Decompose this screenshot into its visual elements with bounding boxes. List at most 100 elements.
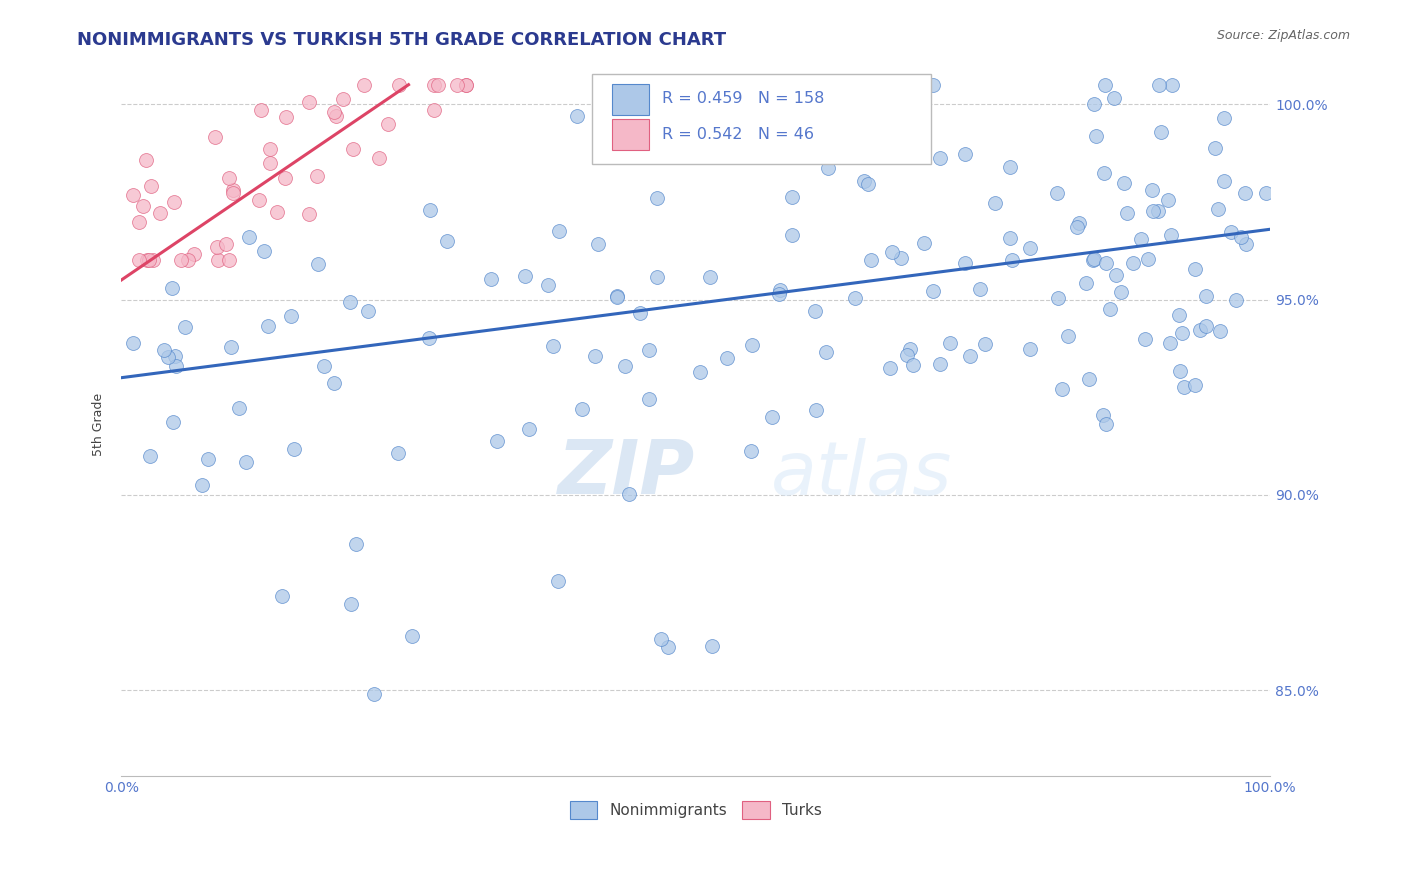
Point <box>446 78 468 92</box>
Point <box>939 335 962 350</box>
Point <box>259 142 281 156</box>
Point <box>929 152 952 166</box>
Point <box>645 270 668 285</box>
Point <box>1116 205 1139 219</box>
Point <box>170 253 193 268</box>
Point <box>1095 417 1118 432</box>
Point <box>454 78 477 92</box>
Point <box>1142 183 1164 197</box>
Point <box>1092 165 1115 179</box>
Point <box>1188 323 1211 337</box>
Point <box>1085 128 1108 143</box>
Point <box>1046 186 1069 200</box>
Point <box>606 290 628 304</box>
Point <box>163 195 186 210</box>
Point <box>266 205 288 219</box>
Point <box>307 257 329 271</box>
Point <box>1147 203 1170 218</box>
Point <box>128 253 150 268</box>
Point <box>1047 292 1070 306</box>
Point <box>898 342 921 356</box>
Point <box>879 361 901 376</box>
FancyBboxPatch shape <box>592 74 931 164</box>
Point <box>1159 335 1181 350</box>
Point <box>922 285 945 299</box>
Point <box>921 78 943 92</box>
Point <box>128 214 150 228</box>
Point <box>628 306 651 320</box>
Point <box>426 78 449 92</box>
Point <box>1160 78 1182 92</box>
Point <box>323 376 346 391</box>
Point <box>377 117 399 131</box>
Point <box>1156 194 1178 208</box>
Point <box>548 224 571 238</box>
Point <box>142 253 165 268</box>
Point <box>955 256 977 270</box>
Point <box>1019 242 1042 256</box>
Point <box>271 590 294 604</box>
Point <box>332 92 354 106</box>
Point <box>215 237 238 252</box>
Point <box>1130 232 1153 246</box>
Text: Source: ZipAtlas.com: Source: ZipAtlas.com <box>1216 29 1350 42</box>
Point <box>1234 236 1257 251</box>
Point <box>617 487 640 501</box>
Point <box>387 446 409 460</box>
Point <box>479 272 502 286</box>
Point <box>204 130 226 145</box>
Point <box>419 203 441 218</box>
Point <box>547 574 569 588</box>
Point <box>132 199 155 213</box>
Point <box>191 478 214 492</box>
Bar <box>612 119 648 151</box>
Point <box>638 343 661 357</box>
Point <box>344 537 367 551</box>
Point <box>307 169 329 183</box>
Point <box>769 283 792 297</box>
Point <box>974 336 997 351</box>
Point <box>1168 364 1191 378</box>
Point <box>160 281 183 295</box>
Point <box>1167 308 1189 322</box>
Point <box>1194 318 1216 333</box>
Point <box>339 295 361 310</box>
Point <box>541 339 564 353</box>
Point <box>1112 176 1135 190</box>
Point <box>283 442 305 457</box>
Point <box>537 277 560 292</box>
Point <box>1171 326 1194 340</box>
Point <box>702 639 724 653</box>
Point <box>228 401 250 415</box>
Point <box>998 160 1021 174</box>
Point <box>1150 125 1173 139</box>
Point <box>363 687 385 701</box>
Point <box>1195 289 1218 303</box>
Point <box>297 95 319 110</box>
Point <box>804 303 827 318</box>
Point <box>768 286 790 301</box>
Point <box>588 237 610 252</box>
Point <box>1109 285 1132 299</box>
Point <box>1099 301 1122 316</box>
Point <box>679 115 702 129</box>
Point <box>1136 252 1159 266</box>
Point <box>141 178 163 193</box>
Point <box>247 194 270 208</box>
Point <box>312 359 335 373</box>
Point <box>1230 230 1253 244</box>
Point <box>162 415 184 429</box>
Point <box>914 236 936 251</box>
Point <box>1208 202 1230 216</box>
Point <box>136 253 159 268</box>
Point <box>742 111 765 125</box>
Point <box>1213 112 1236 126</box>
Point <box>637 392 659 407</box>
Point <box>565 109 588 123</box>
Point <box>1069 216 1091 230</box>
Point <box>222 186 245 200</box>
Point <box>761 410 783 425</box>
Point <box>1220 225 1243 239</box>
Point <box>401 629 423 643</box>
Point <box>207 253 229 268</box>
